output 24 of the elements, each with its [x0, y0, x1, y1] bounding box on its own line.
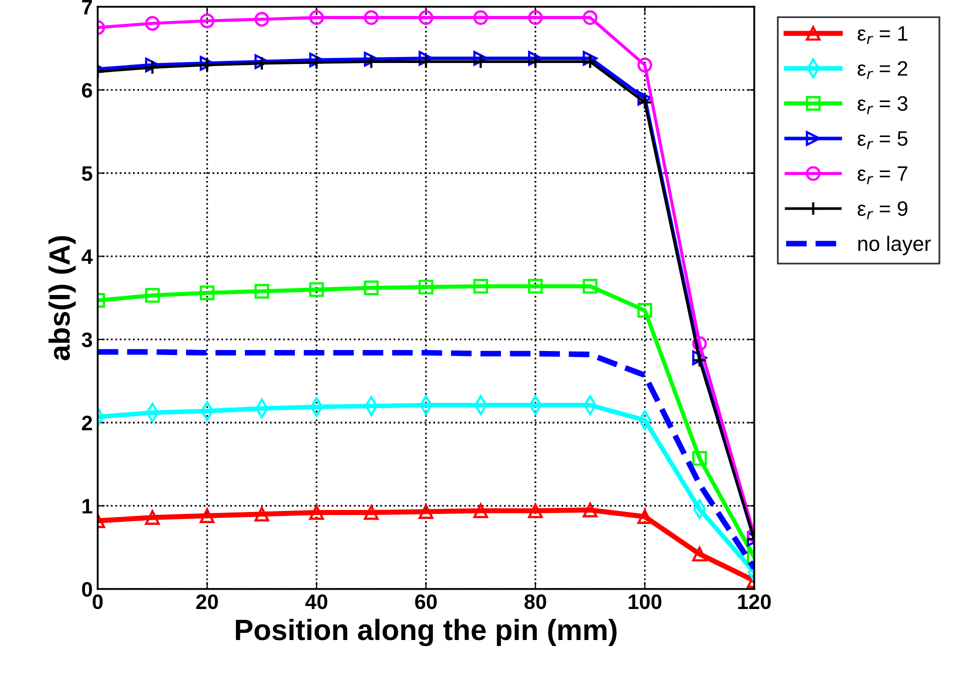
y-tick-label: 3 [82, 332, 92, 348]
legend-label: no layer [858, 236, 931, 256]
x-tick-label: 100 [628, 594, 662, 610]
y-tick-label: 2 [82, 416, 92, 430]
legend-label: ε$_{r}$ = 1 [858, 26, 908, 44]
x-tick-label: 120 [738, 594, 771, 610]
legend-label: ε$_{r}$ = 5 [858, 131, 908, 150]
x-tick-label: 60 [415, 594, 437, 610]
legend-label: ε$_{r}$ = 7 [858, 166, 908, 184]
x-tick-label: 0 [92, 594, 103, 610]
legend-label: ε$_{r}$ = 2 [858, 61, 908, 80]
legend-label: ε$_{r}$ = 3 [858, 96, 908, 114]
y-tick-label: 6 [82, 82, 92, 98]
x-tick-label: 80 [524, 594, 546, 610]
y-tick-label: 0 [82, 582, 92, 597]
x-axis-title: Position along the pin (mm) [236, 618, 617, 646]
y-axis-title: abs(I) (A) [48, 236, 76, 360]
y-tick-label: 4 [82, 250, 93, 264]
y-tick-label: 1 [82, 499, 92, 514]
x-tick-label: 40 [305, 594, 328, 610]
y-tick-label: 5 [82, 166, 92, 181]
y-tick-label: 7 [82, 0, 92, 14]
x-tick-label: 20 [196, 594, 218, 610]
legend-label: ε$_{r}$ = 9 [858, 201, 908, 220]
